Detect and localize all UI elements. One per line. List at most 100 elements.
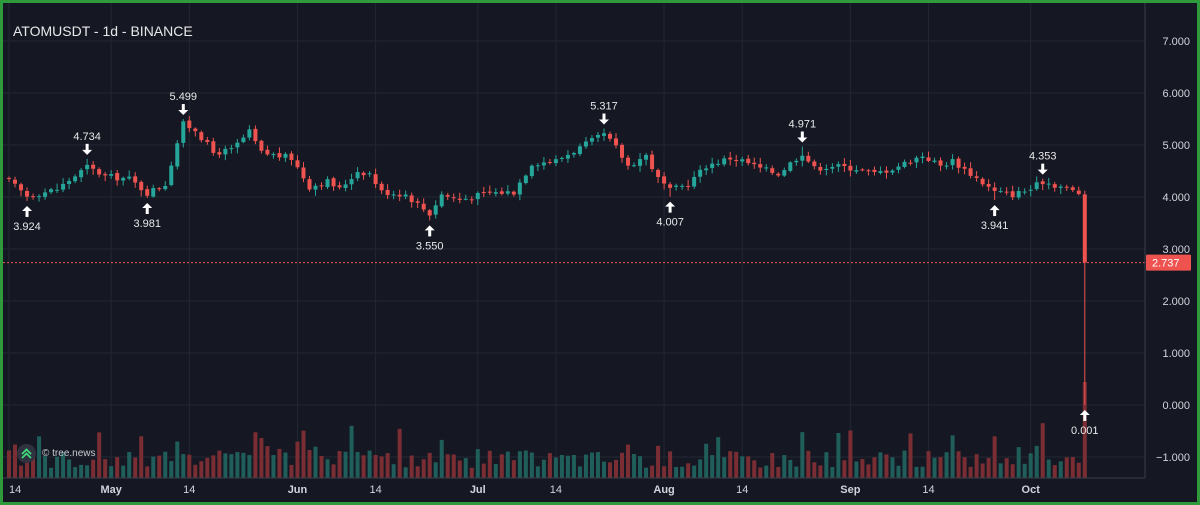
candle-body xyxy=(199,132,204,141)
candle-body xyxy=(409,195,414,203)
candle-body xyxy=(109,173,114,176)
candle-body xyxy=(589,138,594,142)
time-tick-label: 14 xyxy=(9,484,21,496)
candle-body xyxy=(571,153,576,155)
volume-bar xyxy=(493,463,498,478)
volume-bar xyxy=(337,451,342,478)
candle-body xyxy=(638,159,643,166)
volume-bar xyxy=(253,432,258,478)
annotation-label: 4.353 xyxy=(1029,151,1057,163)
volume-bar xyxy=(656,445,661,478)
annotation-arrow-shaft xyxy=(1083,413,1087,421)
candles xyxy=(7,116,1087,405)
candle-body xyxy=(710,163,715,168)
volume-bar xyxy=(67,459,72,478)
volume-bar xyxy=(241,452,246,478)
time-axis[interactable]: 14 May 14 Jun 14 Jul 14 Aug 14 Sep 14 Oct xyxy=(9,484,1040,496)
candle-body xyxy=(79,170,84,178)
candle-body xyxy=(632,165,637,167)
annotation-arrow-shaft xyxy=(25,209,29,217)
volume-bar xyxy=(842,460,847,478)
candle-body xyxy=(806,155,811,162)
candle-body xyxy=(355,172,360,179)
volume-bar xyxy=(818,465,823,478)
candle-body xyxy=(139,181,144,191)
volume-bar xyxy=(614,459,619,478)
volume-bar xyxy=(103,459,108,478)
candle-body xyxy=(674,185,679,187)
volume-bar xyxy=(698,459,703,478)
volume-bar xyxy=(824,452,829,478)
arrow-down-icon xyxy=(82,149,93,155)
volume-bar xyxy=(704,443,709,478)
price-axis-background xyxy=(1145,3,1197,478)
volume-bar xyxy=(595,452,600,478)
candle-body xyxy=(205,140,210,143)
candle-body xyxy=(319,185,324,187)
candle-body xyxy=(824,168,829,171)
candle-body xyxy=(301,167,306,179)
volume-bar xyxy=(956,451,961,478)
candle-body xyxy=(836,164,841,167)
candle-body xyxy=(896,166,901,170)
candle-body xyxy=(541,162,546,166)
candlestick-chart[interactable]: 3.924 4.734 3.981 5.499 3.550 5.317 4.007 4.971… xyxy=(3,3,1197,502)
candle-body xyxy=(722,158,727,165)
volume-bar xyxy=(457,460,462,478)
volume-bar xyxy=(475,449,480,478)
volume-bar xyxy=(728,451,733,478)
annotation-label: 4.734 xyxy=(73,131,101,143)
volume-bar xyxy=(331,464,336,478)
candle-body xyxy=(235,142,240,148)
volume-bar xyxy=(343,451,348,478)
candle-body xyxy=(716,163,721,165)
time-tick-label: 14 xyxy=(550,484,562,496)
candle-body xyxy=(872,169,877,172)
price-tick-label: −1.000 xyxy=(1156,452,1190,464)
candle-body xyxy=(91,164,96,169)
volume-bar xyxy=(295,441,300,478)
price-axis[interactable]: 7.000 6.000 5.000 4.000 3.000 2.000 1.000 0.000… xyxy=(1156,36,1190,464)
candle-body xyxy=(956,158,961,168)
volume-bar xyxy=(734,451,739,478)
candle-body xyxy=(259,140,264,151)
volume-bar xyxy=(535,466,540,478)
volume-bar xyxy=(367,450,372,478)
volume-bar xyxy=(1052,465,1057,478)
candle-body xyxy=(878,171,883,173)
volume-bar xyxy=(1004,458,1009,478)
candle-body xyxy=(986,183,991,187)
candle-body xyxy=(403,194,408,197)
volume-bar xyxy=(692,465,697,478)
price-tick-label: 7.000 xyxy=(1162,36,1190,48)
last-price-value: 2.737 xyxy=(1152,258,1180,270)
candle-body xyxy=(85,164,90,170)
volume-bar xyxy=(349,425,354,478)
candle-body xyxy=(7,177,11,179)
candle-body xyxy=(626,157,631,166)
candle-body xyxy=(668,184,673,188)
candle-body xyxy=(1046,183,1051,185)
candle-body xyxy=(211,141,216,153)
candle-body xyxy=(469,199,474,201)
volume-bar xyxy=(409,455,414,478)
volume-bar xyxy=(121,465,126,478)
time-tick-label: Jul xyxy=(470,484,486,496)
candle-body xyxy=(421,203,426,210)
arrow-up-icon xyxy=(424,225,435,231)
candle-body xyxy=(55,189,60,191)
watermark-text: © tree.news xyxy=(42,448,96,459)
volume-bar xyxy=(277,448,282,478)
candle-body xyxy=(523,175,528,184)
candle-body xyxy=(728,157,733,160)
candle-body xyxy=(1052,184,1057,188)
candle-body xyxy=(187,120,192,129)
volume-bar xyxy=(397,428,402,478)
volume-bar xyxy=(529,452,534,478)
price-tick-label: 3.000 xyxy=(1162,244,1190,256)
candle-body xyxy=(247,129,252,138)
annotation-label: 5.317 xyxy=(590,101,618,113)
arrow-down-icon xyxy=(1037,169,1048,175)
candle-body xyxy=(1004,191,1009,193)
price-tick-label: 2.000 xyxy=(1162,296,1190,308)
